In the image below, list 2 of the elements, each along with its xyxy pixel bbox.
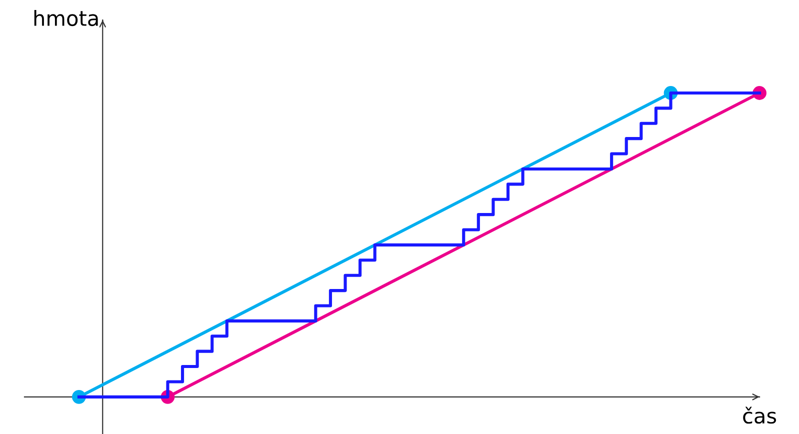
x-axis-title: čas	[743, 406, 776, 424]
y-axis-title: hmota	[34, 10, 98, 26]
